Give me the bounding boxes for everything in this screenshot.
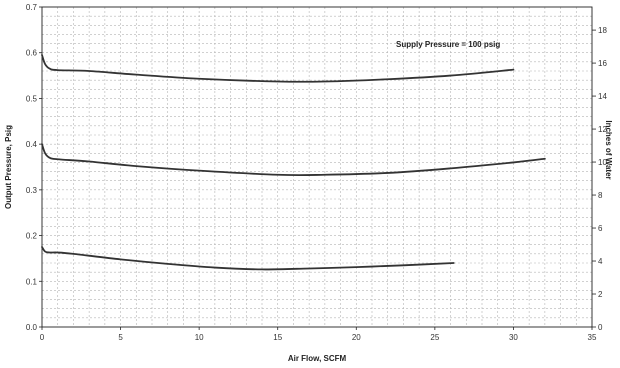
y2-tick-label: 6 [598,224,603,233]
y-tick-label: 0.6 [26,49,38,58]
series-line-1 [41,54,515,83]
y-tick-label: 0.2 [26,232,38,241]
x-tick-label: 20 [352,333,361,342]
y-tick-label: 0.1 [26,277,38,286]
supply-pressure-annotation: Supply Pressure = 100 psig [396,40,500,49]
x-axis-title: Air Flow, SCFM [288,354,347,363]
y2-tick-label: 2 [598,290,603,299]
y2-tick-label: 16 [598,59,607,68]
series-line-2 [41,143,546,177]
series-lines [41,54,546,271]
y-tick-label: 0.5 [26,94,38,103]
y-tick-label: 0.4 [26,140,38,149]
x-tick-label: 10 [195,333,204,342]
y2-tick-label: 10 [598,158,607,167]
x-axis-tick-labels: 0 5 10 15 20 25 30 35 [40,333,597,342]
y2-tick-label: 8 [598,191,603,200]
x-tick-label: 0 [40,333,45,342]
y-tick-label: 0.7 [26,3,38,12]
x-tick-label: 25 [430,333,439,342]
y-axis-tick-labels: 0.0 0.1 0.2 0.3 0.4 0.5 0.6 0.7 [26,3,38,332]
x-tick-label: 30 [509,333,518,342]
y2-tick-label: 0 [598,323,603,332]
y2-axis-title: Inches of Water [604,120,613,179]
y2-tick-label: 18 [598,26,607,35]
x-tick-label: 35 [588,333,597,342]
x-tick-label: 15 [273,333,282,342]
plot-frame [41,6,593,328]
y2-tick-label: 14 [598,92,607,101]
axis-ticks [39,6,596,330]
y-tick-label: 0.0 [26,323,38,332]
series-line-3 [41,246,455,271]
x-tick-label: 5 [118,333,123,342]
y-axis-title: Output Pressure, Psig [4,125,13,209]
y2-axis-tick-labels: 0 2 4 6 8 10 12 14 16 18 [598,26,607,332]
grid [42,7,592,327]
y2-tick-label: 4 [598,257,603,266]
y-tick-label: 0.3 [26,186,38,195]
y2-tick-label: 12 [598,125,607,134]
